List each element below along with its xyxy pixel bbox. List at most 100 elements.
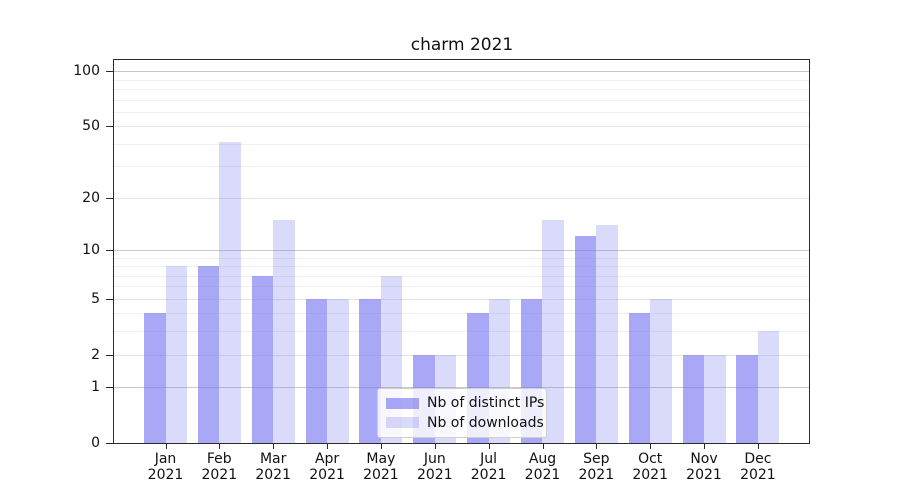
gridline-2 xyxy=(114,354,809,356)
x-tick-label-line: 2021 xyxy=(686,467,722,483)
legend-entry-downloads: Nb of downloads xyxy=(386,415,544,431)
x-tick-label-jan-2021: Jan 2021 xyxy=(131,451,201,483)
bar-downloads-jan-2021 xyxy=(165,266,187,443)
y-tick-mark-50 xyxy=(106,126,113,128)
x-tick-label-line: 2021 xyxy=(201,467,238,483)
x-tick-label-line: 2021 xyxy=(740,467,776,483)
legend-swatch-distinct-ips xyxy=(386,397,419,409)
x-tick-label-line: 2021 xyxy=(470,467,507,483)
x-tick-mark-jan-2021 xyxy=(165,444,167,449)
x-tick-label-line: 2021 xyxy=(416,467,453,483)
gridline-5 xyxy=(114,298,809,300)
x-tick-label-sep-2021: Sep 2021 xyxy=(561,451,631,483)
x-tick-label-line: Nov xyxy=(690,451,718,467)
x-tick-label-line: 2021 xyxy=(363,467,399,483)
x-tick-label-line: 2021 xyxy=(632,467,668,483)
plot-area: Nb of distinct IPs Nb of downloads xyxy=(113,59,810,444)
bar-downloads-dec-2021 xyxy=(757,331,780,443)
bar-downloads-mar-2021 xyxy=(273,219,295,443)
y-tick-label-5: 5 xyxy=(91,290,100,307)
x-tick-label-line: 2021 xyxy=(578,467,615,483)
chart-title: charm 2021 xyxy=(410,35,514,55)
x-tick-label-line: Jun xyxy=(423,451,446,467)
x-tick-label-dec-2021: Dec 2021 xyxy=(723,451,793,483)
gridline-9 xyxy=(114,257,809,259)
gridline-10 xyxy=(114,249,809,251)
x-tick-label-line: Sep xyxy=(583,451,610,467)
y-tick-mark-10 xyxy=(106,249,113,251)
gridline-100 xyxy=(114,71,809,73)
gridline-7 xyxy=(114,275,809,277)
gridline-60 xyxy=(114,111,809,113)
x-tick-mark-dec-2021 xyxy=(757,444,760,449)
x-tick-label-line: 2021 xyxy=(255,467,291,483)
gridline-30 xyxy=(114,166,809,168)
gridline-4 xyxy=(114,313,809,315)
gridline-90 xyxy=(114,79,809,81)
x-tick-label-mar-2021: Mar 2021 xyxy=(238,451,308,483)
y-tick-mark-0 xyxy=(106,443,113,445)
x-tick-mark-apr-2021 xyxy=(327,444,329,449)
bar-downloads-apr-2021 xyxy=(327,298,349,443)
gridline-8 xyxy=(114,266,809,267)
x-tick-label-line: Jul xyxy=(480,451,498,467)
y-tick-mark-2 xyxy=(106,354,113,356)
bar-distinct-ips-jan-2021 xyxy=(144,313,166,443)
legend-label-distinct-ips: Nb of distinct IPs xyxy=(427,395,545,412)
x-tick-label-jul-2021: Jul 2021 xyxy=(454,451,524,483)
bar-downloads-aug-2021 xyxy=(542,219,564,443)
x-tick-label-line: Apr xyxy=(314,451,340,467)
bar-downloads-sep-2021 xyxy=(596,224,618,443)
x-tick-label-line: May xyxy=(366,451,396,467)
y-tick-label-100: 100 xyxy=(73,63,100,80)
x-tick-label-feb-2021: Feb 2021 xyxy=(184,451,254,483)
x-tick-mark-mar-2021 xyxy=(273,444,275,449)
x-tick-label-line: Dec xyxy=(744,451,772,467)
x-tick-label-may-2021: May 2021 xyxy=(346,451,416,483)
bar-distinct-ips-mar-2021 xyxy=(251,275,274,443)
x-tick-label-aug-2021: Aug 2021 xyxy=(508,451,578,483)
legend-swatch-downloads xyxy=(386,417,419,429)
bar-downloads-nov-2021 xyxy=(704,354,726,443)
x-tick-mark-may-2021 xyxy=(380,444,383,449)
x-tick-label-line: Aug xyxy=(528,451,557,467)
gridline-1 xyxy=(114,387,809,389)
x-tick-label-oct-2021: Oct 2021 xyxy=(615,451,685,483)
x-tick-mark-jul-2021 xyxy=(488,444,490,449)
bar-distinct-ips-nov-2021 xyxy=(682,354,704,443)
x-tick-mark-jun-2021 xyxy=(434,444,436,449)
legend-entry-distinct-ips: Nb of distinct IPs xyxy=(386,395,544,411)
y-tick-mark-100 xyxy=(106,71,113,73)
bar-distinct-ips-feb-2021 xyxy=(197,266,220,443)
x-tick-label-line: 2021 xyxy=(524,467,561,483)
x-tick-label-line: 2021 xyxy=(147,467,184,483)
y-tick-label-0: 0 xyxy=(91,435,100,451)
bar-distinct-ips-may-2021 xyxy=(359,298,381,443)
x-tick-mark-aug-2021 xyxy=(542,444,544,449)
x-tick-mark-oct-2021 xyxy=(650,444,652,449)
bar-distinct-ips-oct-2021 xyxy=(628,313,651,443)
x-tick-label-line: Feb xyxy=(206,451,232,467)
gridline-70 xyxy=(114,99,809,101)
gridline-80 xyxy=(114,88,809,90)
y-tick-mark-1 xyxy=(106,387,113,389)
y-tick-label-10: 10 xyxy=(82,241,100,258)
legend: Nb of distinct IPs Nb of downloads xyxy=(377,388,547,438)
gridline-3 xyxy=(114,331,809,333)
x-tick-label-jun-2021: Jun 2021 xyxy=(400,451,470,483)
bar-downloads-oct-2021 xyxy=(650,298,672,443)
y-tick-mark-5 xyxy=(106,298,113,300)
x-tick-label-line: 2021 xyxy=(309,467,345,483)
x-tick-mark-sep-2021 xyxy=(596,444,598,449)
bar-distinct-ips-sep-2021 xyxy=(574,236,597,443)
x-tick-label-line: Jan xyxy=(154,451,177,467)
y-tick-label-2: 2 xyxy=(91,346,100,363)
y-tick-label-1: 1 xyxy=(91,379,100,396)
gridline-6 xyxy=(114,286,809,288)
bar-distinct-ips-apr-2021 xyxy=(305,298,328,443)
gridline-40 xyxy=(114,143,809,145)
x-tick-label-nov-2021: Nov 2021 xyxy=(669,451,739,483)
x-tick-mark-nov-2021 xyxy=(704,444,706,449)
x-tick-label-apr-2021: Apr 2021 xyxy=(292,451,362,483)
